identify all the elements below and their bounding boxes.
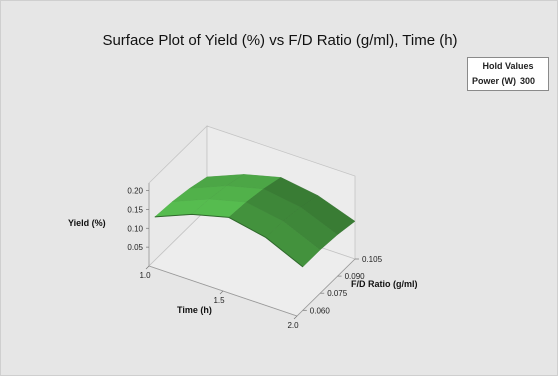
x-tick-label: 1.5	[213, 296, 225, 305]
axis-ticks: 0.05 0.10 0.15 0.20 1.0 1.5 2.0 0.060 0.075 0.090…	[127, 187, 382, 330]
surface	[154, 174, 356, 268]
hold-variable-value: 300	[520, 76, 536, 86]
chart-title: Surface Plot of Yield (%) vs F/D Ratio (…	[102, 32, 457, 49]
y-tick-label: 0.105	[362, 255, 383, 264]
x-tick-label: 1.0	[139, 271, 151, 280]
hold-values-row: Power (W) 300	[472, 76, 539, 86]
y-tick-label: 0.075	[327, 289, 348, 298]
z-tick-label: 0.15	[127, 205, 143, 214]
z-tick-label: 0.20	[127, 187, 143, 196]
z-axis-label: Yield (%)	[68, 218, 106, 228]
x-tick-mark	[145, 265, 150, 270]
x-tick-mark	[219, 290, 224, 295]
y-axis-label: F/D Ratio (g/ml)	[351, 279, 418, 289]
surface-front-edge	[154, 213, 304, 268]
axis-line-ratio	[296, 258, 356, 317]
hold-variable-name: Power (W)	[472, 76, 516, 86]
x-tick-mark	[293, 315, 298, 320]
y-tick-label: 0.090	[345, 272, 366, 281]
z-tick-label: 0.10	[127, 224, 143, 233]
x-tick-label: 2.0	[287, 321, 299, 330]
y-tick-label: 0.060	[310, 306, 331, 315]
x-axis-label: Time (h)	[177, 305, 212, 315]
hold-values-title: Hold Values	[482, 61, 534, 71]
z-tick-label: 0.05	[127, 243, 143, 252]
hold-values-legend: Hold Values Power (W) 300	[467, 57, 549, 91]
